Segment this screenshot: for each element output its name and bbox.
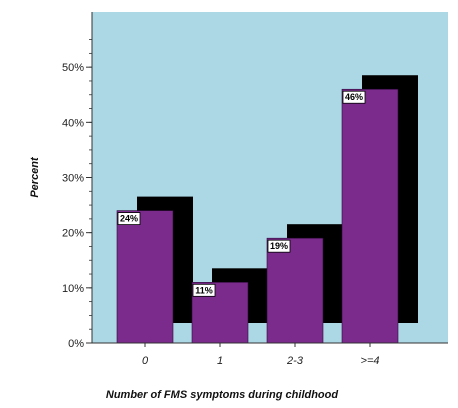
data-label: 19% — [270, 241, 288, 251]
y-tick-label: 10% — [62, 283, 84, 295]
x-axis: 0 1 2-3 >=4 — [92, 342, 448, 367]
y-tick-label: 30% — [62, 173, 84, 185]
bar — [116, 210, 174, 344]
y-tick-label: 20% — [62, 228, 84, 240]
y-axis-title: Percent — [29, 156, 41, 198]
y-tick-label: 40% — [62, 117, 84, 129]
y-tick-label: 50% — [62, 62, 84, 74]
data-label: 46% — [345, 92, 363, 102]
y-tick-label: 0% — [68, 338, 84, 350]
data-label-box — [267, 239, 291, 253]
x-tick-label: >=4 — [361, 355, 380, 367]
data-label: 24% — [120, 214, 138, 224]
data-label-box — [192, 283, 216, 297]
bar — [266, 237, 324, 344]
x-tick-label: 1 — [217, 355, 223, 367]
x-axis-title: Number of FMS symptoms during childhood — [106, 389, 339, 401]
x-tick-label: 2-3 — [286, 355, 304, 367]
data-label-box — [342, 90, 366, 104]
data-label: 11% — [195, 285, 213, 295]
bars: 24% 11% 19% 46% — [116, 88, 399, 344]
x-tick-label: 0 — [142, 355, 149, 367]
y-axis: 0% 10% 20% 30% 40% 50% — [62, 12, 93, 350]
data-label-box — [117, 212, 141, 226]
bar — [341, 88, 399, 344]
